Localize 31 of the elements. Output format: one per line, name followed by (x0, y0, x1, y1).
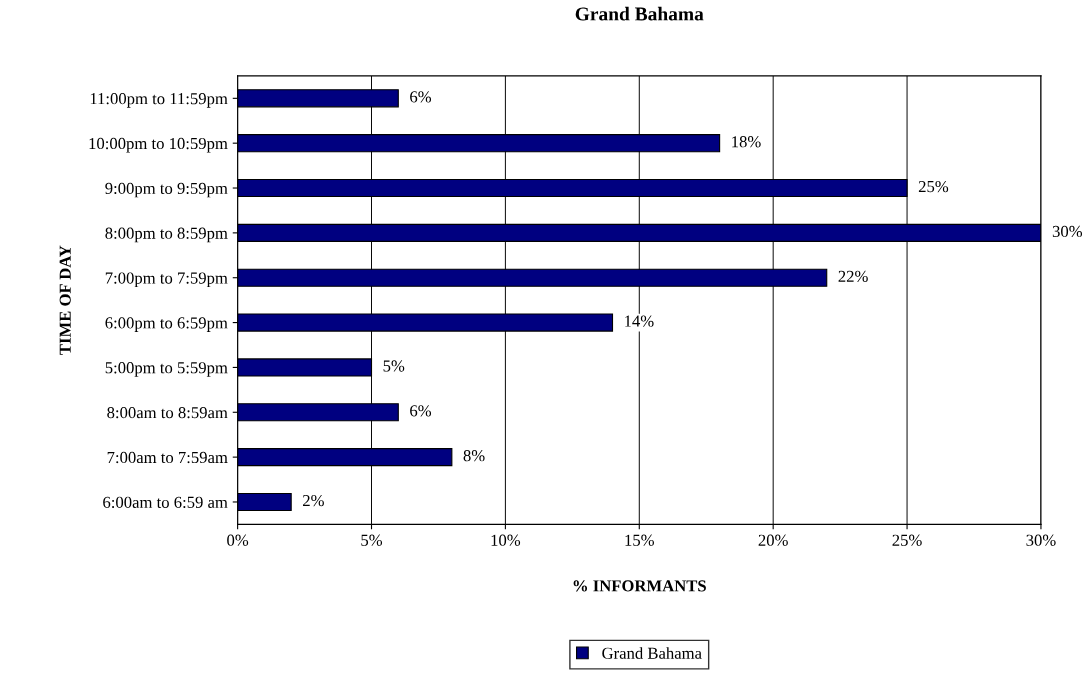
y-tick-label: 7:00am to 7:59am (107, 451, 228, 464)
data-label: 6% (410, 405, 432, 417)
data-label: 5% (383, 360, 405, 372)
y-tick-label: 10:00pm to 10:59pm (89, 137, 228, 153)
x-tick-label: 5% (361, 534, 383, 546)
legend-label: Grand Bahama (602, 647, 702, 659)
x-tick-label: 0% (227, 534, 249, 546)
chart-title: Grand Bahama (575, 6, 704, 21)
x-tick-label: 15% (625, 534, 654, 546)
y-tick-label: 7:00pm to 7:59pm (105, 272, 228, 288)
x-axis-title: % INFORMANTS (573, 580, 706, 592)
x-tick-label: 10% (491, 534, 521, 546)
y-tick-label: 11:00pm to 11:59pm (90, 93, 228, 108)
data-label: 2% (303, 494, 324, 507)
y-tick-label: 9:00pm to 9:59pm (105, 182, 228, 198)
x-tick-label: 30% (1026, 534, 1056, 546)
data-label: 25% (918, 180, 949, 193)
y-axis-title: TIME OF DAY (59, 245, 71, 355)
y-tick-label: 6:00am to 6:59 am (103, 496, 228, 508)
y-tick-label: 8:00pm to 8:59pm (105, 227, 228, 243)
data-label: 8% (463, 450, 485, 462)
data-label: 22% (838, 270, 868, 282)
x-tick-label: 20% (758, 534, 788, 546)
data-label: 30% (1052, 225, 1083, 238)
data-label: 14% (625, 315, 654, 327)
x-tick-label: 25% (892, 534, 922, 546)
y-tick-label: 5:00pm to 5:59pm (105, 362, 228, 377)
data-label: 18% (732, 136, 761, 148)
data-label: 6% (410, 91, 432, 103)
y-tick-label: 6:00pm to 6:59pm (105, 317, 228, 332)
y-tick-label: 8:00am to 8:59am (107, 406, 228, 419)
